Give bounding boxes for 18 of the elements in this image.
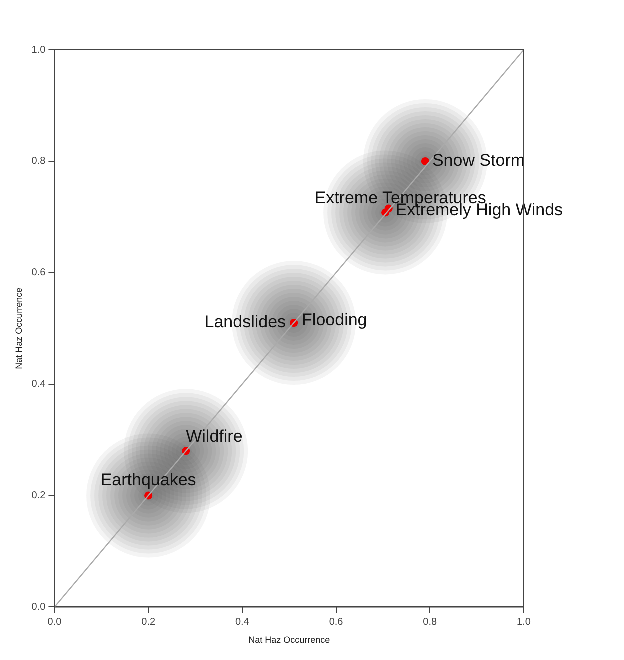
annotation: Landslides	[204, 312, 286, 332]
x-axis-title: Nat Haz Occurrence	[248, 635, 330, 646]
x-tick-label: 0.2	[142, 616, 156, 628]
x-tick-label: 0.8	[423, 616, 438, 628]
y-tick-label: 0.2	[32, 490, 46, 502]
x-tick-label: 0.0	[48, 616, 62, 628]
y-tick-label: 0.8	[32, 156, 46, 168]
x-tick-label: 1.0	[517, 616, 532, 628]
annotation: Wildfire	[186, 426, 243, 446]
y-tick-label: 1.0	[32, 44, 46, 56]
y-axis-title: Nat Haz Occurrence	[14, 288, 24, 370]
x-tick-label: 0.4	[235, 616, 250, 628]
y-tick-label: 0.6	[32, 268, 46, 279]
y-tick-label: 0.4	[32, 379, 46, 390]
annotation: Snow Storm	[432, 151, 526, 170]
annotation: Flooding	[302, 310, 368, 330]
x-tick-label: 0.6	[329, 616, 344, 628]
y-tick-label: 0.0	[32, 602, 46, 613]
